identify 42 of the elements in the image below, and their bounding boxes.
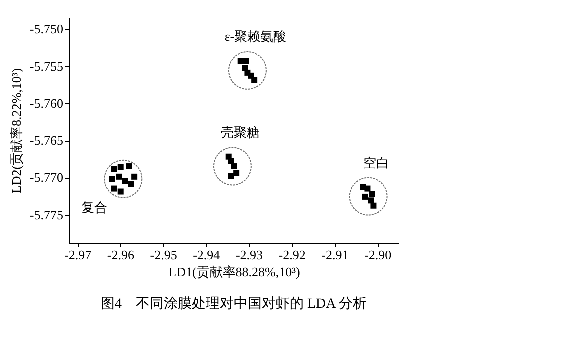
x-tick-label: -2.97 [64, 248, 92, 262]
y-tick-label: -5.750 [30, 22, 64, 37]
point [369, 190, 375, 197]
point [132, 174, 138, 180]
point [364, 186, 371, 192]
point [118, 188, 124, 195]
x-tick-label: -2.96 [107, 248, 135, 262]
point [228, 158, 234, 164]
series-label: 壳聚糖 [221, 124, 260, 140]
point [234, 170, 240, 176]
point [368, 198, 374, 204]
point [228, 173, 234, 180]
point [116, 174, 122, 180]
y-tick-label: -5.755 [30, 58, 64, 74]
point [109, 176, 116, 182]
x-tick-label: -2.94 [193, 248, 221, 262]
point [111, 186, 117, 192]
point [231, 164, 237, 170]
x-tick-label: -2.95 [150, 248, 178, 262]
x-axis-title: LD1(贡献率88.28%,10³) [168, 264, 300, 280]
y-tick-label: -5.765 [30, 133, 64, 148]
point [252, 77, 258, 84]
y-tick-label: -5.775 [30, 207, 64, 222]
point [118, 164, 124, 170]
x-tick-label: -2.90 [364, 248, 392, 262]
x-tick-label: -2.92 [278, 248, 306, 262]
point [128, 181, 134, 188]
x-tick-label: -2.91 [322, 248, 349, 262]
point [111, 166, 117, 172]
y-tick-label: -5.760 [30, 96, 64, 111]
series-label: ε-聚赖氨酸 [224, 29, 287, 44]
series-label: 复合 [81, 200, 108, 215]
point [243, 58, 249, 64]
text: 图4 不同涂膜处理对中国对虾的 LDA 分析 [101, 296, 367, 312]
point [126, 164, 132, 170]
y-tick-label: -5.770 [30, 170, 64, 186]
point [362, 194, 368, 200]
point [122, 178, 128, 184]
x-tick-label: -2.93 [236, 248, 264, 262]
y-axis-title: LD2(贡献率8.22%,10³) [8, 68, 24, 194]
series-label: 空白 [364, 155, 390, 170]
point [370, 202, 377, 209]
